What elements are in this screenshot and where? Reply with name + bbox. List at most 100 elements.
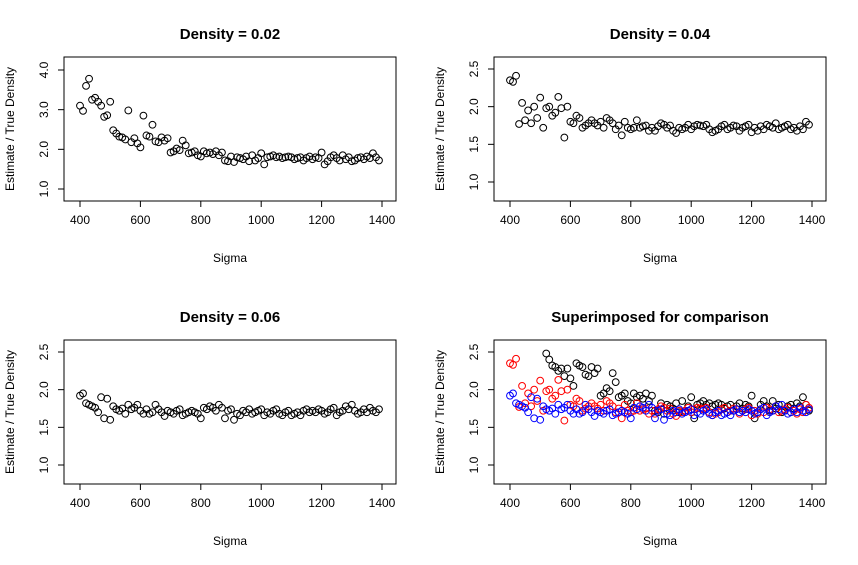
data-point bbox=[805, 405, 813, 414]
panel-title: Density = 0.06 bbox=[180, 309, 280, 326]
data-point bbox=[657, 405, 665, 414]
data-point bbox=[626, 414, 635, 423]
data-point bbox=[175, 146, 184, 155]
data-point bbox=[106, 415, 115, 424]
y-tick-label: 1.5 bbox=[467, 136, 481, 153]
data-point bbox=[575, 397, 584, 405]
data-point bbox=[245, 157, 254, 166]
x-tick-label: 1200 bbox=[308, 496, 335, 510]
data-point bbox=[660, 415, 668, 424]
data-point bbox=[509, 77, 517, 86]
data-point bbox=[563, 400, 572, 409]
data-point bbox=[509, 389, 517, 398]
data-point bbox=[518, 99, 526, 107]
data-point bbox=[82, 81, 90, 90]
data-point bbox=[747, 391, 756, 400]
x-tick-label: 400 bbox=[500, 496, 520, 510]
data-point bbox=[566, 374, 575, 383]
data-point bbox=[539, 123, 548, 132]
x-axis-label: Sigma bbox=[643, 534, 677, 548]
data-point bbox=[85, 74, 93, 83]
data-point bbox=[124, 106, 133, 115]
y-axis-label: Estimate / True Density bbox=[3, 67, 17, 191]
data-point bbox=[347, 157, 356, 166]
data-point bbox=[605, 405, 614, 414]
data-point bbox=[260, 160, 269, 169]
data-point bbox=[136, 143, 145, 152]
data-point bbox=[221, 414, 229, 423]
data-point bbox=[121, 409, 130, 418]
data-point bbox=[536, 93, 545, 102]
x-tick-label: 600 bbox=[130, 496, 150, 510]
data-point bbox=[347, 400, 356, 409]
data-point bbox=[563, 102, 572, 111]
data-point bbox=[536, 376, 545, 385]
panel-title: Density = 0.02 bbox=[180, 26, 280, 43]
data-point bbox=[569, 382, 578, 390]
data-point bbox=[569, 119, 578, 128]
data-point bbox=[611, 378, 620, 387]
data-point bbox=[593, 364, 602, 373]
x-tick-label: 1000 bbox=[678, 496, 705, 510]
series-1 bbox=[506, 71, 813, 142]
data-point bbox=[148, 120, 157, 129]
y-tick-label: 2.5 bbox=[37, 343, 51, 360]
x-tick-label: 1000 bbox=[248, 496, 275, 510]
data-point bbox=[163, 134, 172, 143]
x-tick-label: 1200 bbox=[308, 213, 335, 227]
data-point bbox=[551, 409, 560, 418]
x-tick-label: 800 bbox=[621, 213, 641, 227]
x-tick-label: 600 bbox=[130, 213, 150, 227]
data-point bbox=[148, 408, 157, 417]
data-point bbox=[648, 391, 656, 400]
y-tick-label: 3.0 bbox=[37, 101, 51, 118]
data-point bbox=[196, 414, 205, 423]
y-tick-label: 2.0 bbox=[467, 98, 481, 115]
x-tick-label: 800 bbox=[621, 496, 641, 510]
y-tick-label: 2.0 bbox=[467, 381, 481, 398]
panel-title: Density = 0.04 bbox=[610, 26, 711, 43]
data-point bbox=[642, 406, 650, 415]
y-tick-label: 1.0 bbox=[37, 180, 51, 197]
data-point bbox=[638, 122, 647, 131]
data-point bbox=[530, 102, 539, 111]
data-point bbox=[617, 131, 626, 140]
data-point bbox=[632, 116, 641, 125]
x-tick-label: 600 bbox=[560, 213, 580, 227]
data-point bbox=[687, 393, 696, 402]
data-point bbox=[599, 123, 608, 132]
data-point bbox=[560, 133, 569, 142]
data-point bbox=[103, 394, 112, 403]
data-point bbox=[678, 397, 687, 405]
data-point bbox=[771, 119, 780, 128]
data-point bbox=[629, 123, 638, 132]
x-tick-label: 400 bbox=[500, 213, 520, 227]
x-tick-label: 400 bbox=[70, 496, 90, 510]
data-point bbox=[533, 394, 542, 403]
panel-3: Density = 0.06 400 600 800 1000 1200 1400 1.0 1.… bbox=[3, 309, 397, 548]
data-point bbox=[605, 387, 614, 396]
y-tick-label: 1.0 bbox=[467, 456, 481, 473]
data-point bbox=[545, 102, 554, 111]
data-point bbox=[560, 416, 569, 425]
data-point bbox=[651, 414, 659, 423]
data-point bbox=[218, 148, 226, 157]
data-point bbox=[620, 389, 629, 398]
data-point bbox=[375, 405, 383, 414]
panel-2: Density = 0.04 400 600 800 1000 1200 1400 1.0 1.… bbox=[433, 26, 827, 265]
data-point bbox=[218, 403, 226, 412]
panel-1: Density = 0.02 400 600 800 1000 1200 1400 1.0 2.… bbox=[3, 26, 397, 265]
data-point bbox=[557, 364, 566, 373]
data-point bbox=[272, 153, 281, 162]
data-point bbox=[620, 117, 629, 126]
y-tick-label: 1.0 bbox=[37, 456, 51, 473]
data-point bbox=[648, 403, 656, 412]
x-tick-label: 1400 bbox=[799, 213, 826, 227]
data-point bbox=[620, 400, 629, 409]
data-point bbox=[221, 156, 229, 165]
data-point bbox=[551, 391, 560, 400]
x-tick-label: 400 bbox=[70, 213, 90, 227]
y-tick-label: 2.0 bbox=[37, 381, 51, 398]
x-axis-label: Sigma bbox=[213, 251, 247, 265]
